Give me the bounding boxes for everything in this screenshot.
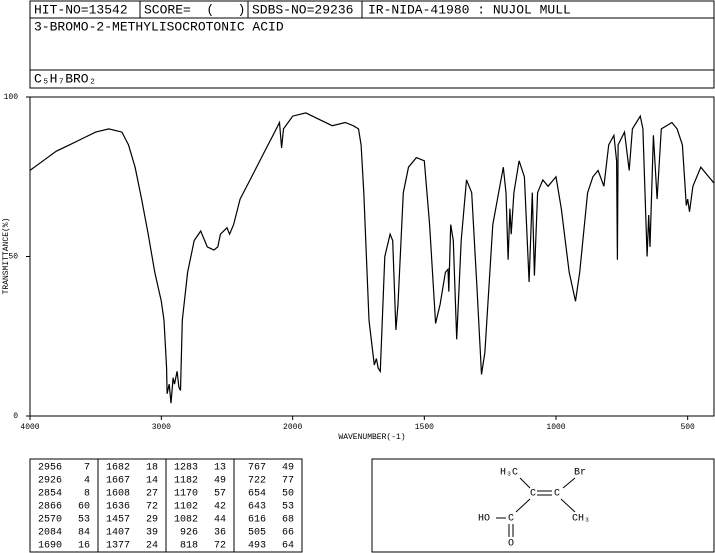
peak-wavenumber: 616: [248, 515, 266, 526]
peak-wavenumber: 926: [180, 528, 198, 539]
structure-box: [371, 458, 715, 553]
atom-label: O: [508, 539, 514, 550]
atom-label: Br: [574, 468, 586, 479]
structure: [371, 458, 715, 553]
peak-transmittance: 13: [214, 463, 226, 474]
peak-wavenumber: 1608: [106, 489, 130, 500]
y-axis-label: TRANSMITTANCE(%): [2, 218, 11, 295]
peak-transmittance: 8: [84, 489, 90, 500]
peak-wavenumber: 818: [180, 541, 198, 552]
atom-label: C: [508, 514, 514, 525]
hit-no: HIT-NO=13542: [34, 2, 128, 17]
peak-transmittance: 77: [282, 476, 294, 487]
peak-transmittance: 16: [78, 541, 90, 552]
peak-wavenumber: 654: [248, 489, 266, 500]
formula: C₅H₇BRO₂: [34, 71, 96, 86]
atom-label: C: [530, 489, 536, 500]
y-tick-label: 50: [8, 253, 18, 262]
x-tick-label: 1000: [546, 423, 565, 432]
peak-transmittance: 64: [282, 541, 294, 552]
peak-transmittance: 39: [146, 528, 158, 539]
bond: [562, 477, 576, 489]
peak-transmittance: 57: [214, 489, 226, 500]
method: IR-NIDA-41980 : NUJOL MULL: [368, 2, 571, 17]
peak-wavenumber: 1377: [106, 541, 130, 552]
peak-transmittance: 84: [78, 528, 90, 539]
peak-wavenumber: 1283: [174, 463, 198, 474]
peak-wavenumber: 1407: [106, 528, 130, 539]
peak-transmittance: 53: [78, 515, 90, 526]
x-tick-label: 1500: [415, 423, 434, 432]
peak-wavenumber: 1102: [174, 502, 198, 513]
peak-transmittance: 14: [146, 476, 158, 487]
x-tick-label: 2000: [283, 423, 302, 432]
peak-wavenumber: 722: [248, 476, 266, 487]
header-box: [29, 0, 715, 89]
peak-wavenumber: 2926: [38, 476, 62, 487]
plot-frame: [29, 96, 715, 417]
compound-name: 3-BROMO-2-METHYLISOCROTONIC ACID: [34, 19, 284, 34]
peak-wavenumber: 2570: [38, 515, 62, 526]
y-tick-label: 100: [4, 93, 19, 102]
x-axis-label: WAVENUMBER(-1): [338, 433, 405, 442]
peak-transmittance: 7: [84, 463, 90, 474]
peak-transmittance: 42: [214, 502, 226, 513]
peak-transmittance: 53: [282, 502, 294, 513]
peak-wavenumber: 2084: [38, 528, 62, 539]
peak-transmittance: 49: [282, 463, 294, 474]
peak-transmittance: 18: [146, 463, 158, 474]
peak-wavenumber: 643: [248, 502, 266, 513]
peak-transmittance: 36: [214, 528, 226, 539]
peak-wavenumber: 505: [248, 528, 266, 539]
peak-wavenumber: 1082: [174, 515, 198, 526]
peak-table: [29, 458, 303, 553]
peak-wavenumber: 2956: [38, 463, 62, 474]
peak-transmittance: 60: [78, 502, 90, 513]
header: HIT-NO=13542 SCORE= ( ) SDBS-NO=29236 IR…: [29, 0, 715, 89]
peak-wavenumber: 1636: [106, 502, 130, 513]
sdbs-no: SDBS-NO=29236: [252, 2, 353, 17]
peak-wavenumber: 1682: [106, 463, 130, 474]
peak-wavenumber: 1690: [38, 541, 62, 552]
bond: [519, 477, 531, 489]
peak-wavenumber: 1182: [174, 476, 198, 487]
x-tick-label: 3000: [152, 423, 171, 432]
bond: [515, 498, 531, 513]
score: SCORE= ( ): [144, 2, 245, 17]
atom-label: H₃C: [500, 468, 518, 479]
peak-transmittance: 27: [146, 489, 158, 500]
bond: [560, 498, 576, 513]
peak-wavenumber: 767: [248, 463, 266, 474]
peak-transmittance: 72: [146, 502, 158, 513]
peak-wavenumber: 1667: [106, 476, 130, 487]
atom-label: HO: [478, 514, 490, 525]
peak-transmittance: 66: [282, 528, 294, 539]
peak-transmittance: 68: [282, 515, 294, 526]
peak-wavenumber: 1457: [106, 515, 130, 526]
peak-transmittance: 44: [214, 515, 226, 526]
peak-transmittance: 4: [84, 476, 90, 487]
y-tick-label: 0: [13, 412, 18, 421]
spectrum-line: [29, 112, 715, 404]
x-tick-label: 4000: [20, 423, 39, 432]
peak-transmittance: 72: [214, 541, 226, 552]
peak-transmittance: 24: [146, 541, 158, 552]
peak-transmittance: 50: [282, 489, 294, 500]
peak-wavenumber: 2866: [38, 502, 62, 513]
x-tick-label: 500: [680, 423, 695, 432]
peak-wavenumber: 493: [248, 541, 266, 552]
peak-transmittance: 29: [146, 515, 158, 526]
peak-wavenumber: 1170: [174, 489, 198, 500]
peak-wavenumber: 2854: [38, 489, 62, 500]
atom-label: C: [554, 489, 560, 500]
atom-label: CH₃: [572, 514, 590, 525]
peak-transmittance: 49: [214, 476, 226, 487]
